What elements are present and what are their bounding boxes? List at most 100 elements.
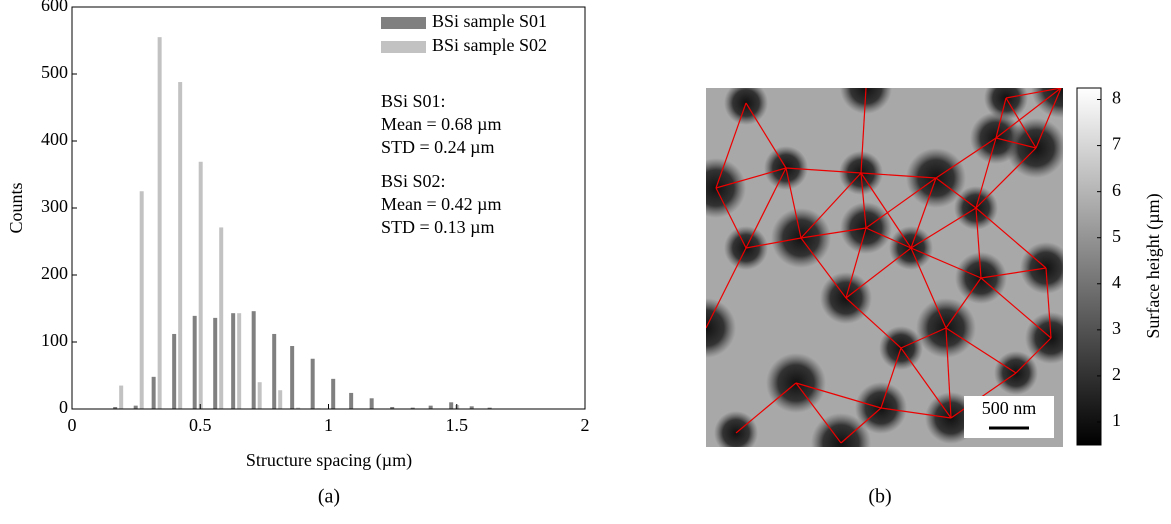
triangulation-edge bbox=[975, 207, 1047, 269]
bar bbox=[369, 398, 374, 409]
triangulation-edge bbox=[980, 277, 1052, 339]
triangulation-edge bbox=[745, 167, 787, 249]
triangulation-edge bbox=[860, 172, 912, 249]
triangulation-edge bbox=[860, 172, 937, 179]
y-tick-label: 0 bbox=[59, 397, 68, 417]
bar bbox=[272, 333, 277, 409]
bar bbox=[192, 315, 197, 409]
triangulation-edge bbox=[860, 88, 867, 174]
pit bbox=[714, 411, 758, 447]
bar bbox=[390, 406, 395, 409]
afm-image bbox=[706, 88, 1063, 447]
triangulation-edge bbox=[975, 137, 997, 209]
triangulation-edge bbox=[735, 382, 797, 434]
triangulation-edge bbox=[840, 407, 882, 444]
bar bbox=[237, 313, 242, 409]
triangulation-edge bbox=[910, 247, 947, 329]
triangulation-edge bbox=[910, 207, 977, 249]
triangulation-edge bbox=[995, 88, 1062, 139]
x-tick-label: 1 bbox=[324, 415, 333, 435]
triangulation-edge bbox=[975, 207, 982, 279]
colorbar bbox=[1076, 87, 1102, 446]
colorbar-tick-label: 3 bbox=[1112, 318, 1121, 338]
triangulation-edge bbox=[1015, 337, 1052, 374]
legend-swatch bbox=[381, 41, 426, 53]
y-tick-label: 200 bbox=[41, 263, 68, 283]
colorbar-tick-label: 1 bbox=[1112, 410, 1121, 430]
annotation: Mean = 0.42 µm bbox=[381, 194, 502, 214]
bar bbox=[469, 406, 474, 409]
bar bbox=[139, 191, 144, 409]
pit bbox=[724, 88, 768, 125]
pit bbox=[1025, 312, 1063, 364]
bar bbox=[428, 405, 433, 409]
bar bbox=[219, 227, 224, 409]
triangulation-edge bbox=[995, 137, 1037, 149]
y-tick-label: 600 bbox=[41, 0, 68, 15]
triangulation-edge bbox=[980, 267, 1047, 279]
bar bbox=[257, 382, 262, 409]
bar bbox=[349, 392, 354, 409]
caption: (a) bbox=[318, 486, 340, 508]
bar bbox=[487, 407, 492, 409]
triangulation-edge bbox=[715, 187, 747, 249]
triangulation-edge bbox=[785, 167, 802, 239]
colorbar-tick-label: 7 bbox=[1112, 134, 1121, 154]
bar bbox=[119, 385, 124, 409]
triangulation-edge bbox=[865, 177, 937, 229]
triangulation-edge bbox=[800, 237, 847, 299]
colorbar-tick-label: 5 bbox=[1112, 226, 1121, 246]
triangulation-edge bbox=[910, 247, 982, 279]
triangulation-edge bbox=[900, 347, 952, 419]
annotation: STD = 0.13 µm bbox=[381, 217, 495, 237]
bar bbox=[231, 313, 236, 409]
y-tick-label: 400 bbox=[41, 129, 68, 149]
colorbar-tick-label: 8 bbox=[1112, 88, 1121, 108]
bar bbox=[198, 161, 203, 409]
triangulation-edge bbox=[795, 382, 842, 444]
bar bbox=[213, 317, 218, 409]
triangulation-edge bbox=[950, 372, 1017, 419]
triangulation-edge bbox=[935, 177, 977, 209]
y-tick-label: 300 bbox=[41, 196, 68, 216]
annotation: STD = 0.24 µm bbox=[381, 137, 495, 157]
triangulation-edge bbox=[935, 137, 997, 179]
y-tick-label: 100 bbox=[41, 330, 68, 350]
bar bbox=[410, 407, 415, 409]
triangulation-edge bbox=[865, 227, 912, 249]
x-tick-label: 0.5 bbox=[189, 415, 212, 435]
triangulation-edge bbox=[845, 227, 867, 299]
colorbar-tick-label: 2 bbox=[1112, 364, 1121, 384]
triangulation-edge bbox=[745, 102, 787, 169]
triangulation-edge bbox=[975, 147, 1037, 209]
triangulation-edge bbox=[715, 102, 747, 189]
triangulation-edge bbox=[800, 172, 862, 239]
bar bbox=[157, 37, 162, 410]
triangulation-edge bbox=[945, 327, 952, 419]
colorbar-tick-label: 6 bbox=[1112, 180, 1121, 200]
legend-label: BSi sample S01 bbox=[432, 11, 547, 31]
plot-frame bbox=[71, 6, 586, 410]
triangulation-edge bbox=[1005, 97, 1037, 149]
triangulation-edge bbox=[1045, 267, 1052, 339]
bar bbox=[113, 406, 118, 409]
triangulation-edge bbox=[785, 167, 862, 174]
triangulation-edge bbox=[945, 327, 1017, 374]
triangulation-edge bbox=[995, 97, 1007, 139]
bar bbox=[449, 402, 454, 409]
triangulation-edge bbox=[845, 247, 912, 299]
triangulation-edge bbox=[800, 227, 867, 239]
annotation: BSi S02: bbox=[381, 171, 446, 191]
bar bbox=[331, 378, 336, 409]
triangulation-edge bbox=[745, 237, 802, 249]
triangulation-edge bbox=[880, 347, 902, 409]
annotation: Mean = 0.68 µm bbox=[381, 114, 502, 134]
triangulation-edge bbox=[1035, 88, 1062, 149]
colorbar-tick-label: 4 bbox=[1112, 272, 1121, 292]
y-tick-label: 500 bbox=[41, 62, 68, 82]
bar bbox=[310, 358, 315, 409]
pit bbox=[811, 413, 871, 447]
x-tick-label: 1.5 bbox=[446, 415, 469, 435]
bar bbox=[290, 346, 295, 409]
